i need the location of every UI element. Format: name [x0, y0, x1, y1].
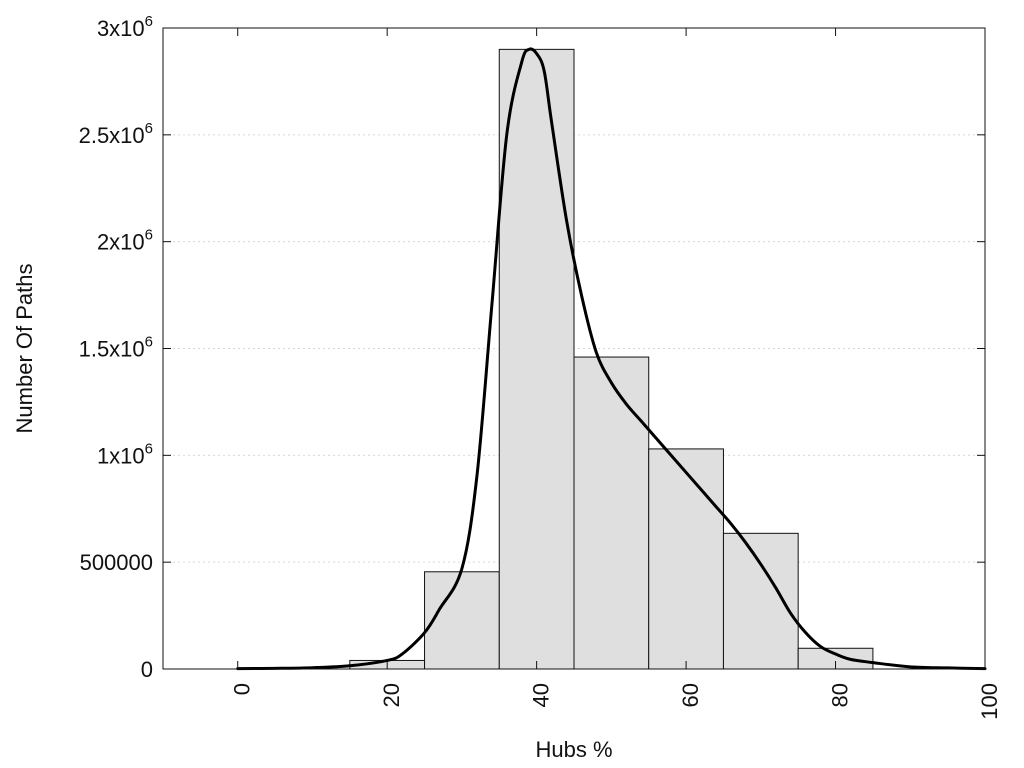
- y-tick-label: 0: [141, 657, 153, 682]
- y-axis-label: Number Of Paths: [12, 264, 37, 434]
- y-tick-label: 2.5x106: [79, 120, 153, 148]
- x-tick-label: 20: [379, 683, 404, 707]
- x-tick-label: 100: [977, 683, 1002, 720]
- y-tick-label: 1x106: [97, 440, 153, 468]
- histogram-bar: [722, 532, 799, 670]
- y-tick-label: 3x106: [97, 13, 153, 41]
- x-axis-ticks: 0 20 40 60 80 100: [230, 28, 1002, 720]
- x-tick-label: 80: [827, 683, 852, 707]
- x-tick-label: 0: [230, 683, 255, 695]
- y-tick-label: 1.5x106: [79, 334, 153, 362]
- y-tick-label: 2x106: [97, 227, 153, 255]
- x-axis-label: Hubs %: [535, 737, 612, 762]
- y-tick-label: 500000: [80, 550, 153, 575]
- y-axis-ticks: 0 500000 1x106 1.5x106 2x106 2.5x106 3x106: [79, 13, 985, 682]
- histogram-bars: [349, 48, 874, 670]
- density-curve: [236, 47, 987, 671]
- x-tick-label: 40: [528, 683, 553, 707]
- histogram-bar: [573, 356, 650, 670]
- histogram-bar: [498, 48, 575, 670]
- histogram-bar: [424, 571, 500, 670]
- histogram-bar: [648, 448, 724, 670]
- x-tick-label: 60: [678, 683, 703, 707]
